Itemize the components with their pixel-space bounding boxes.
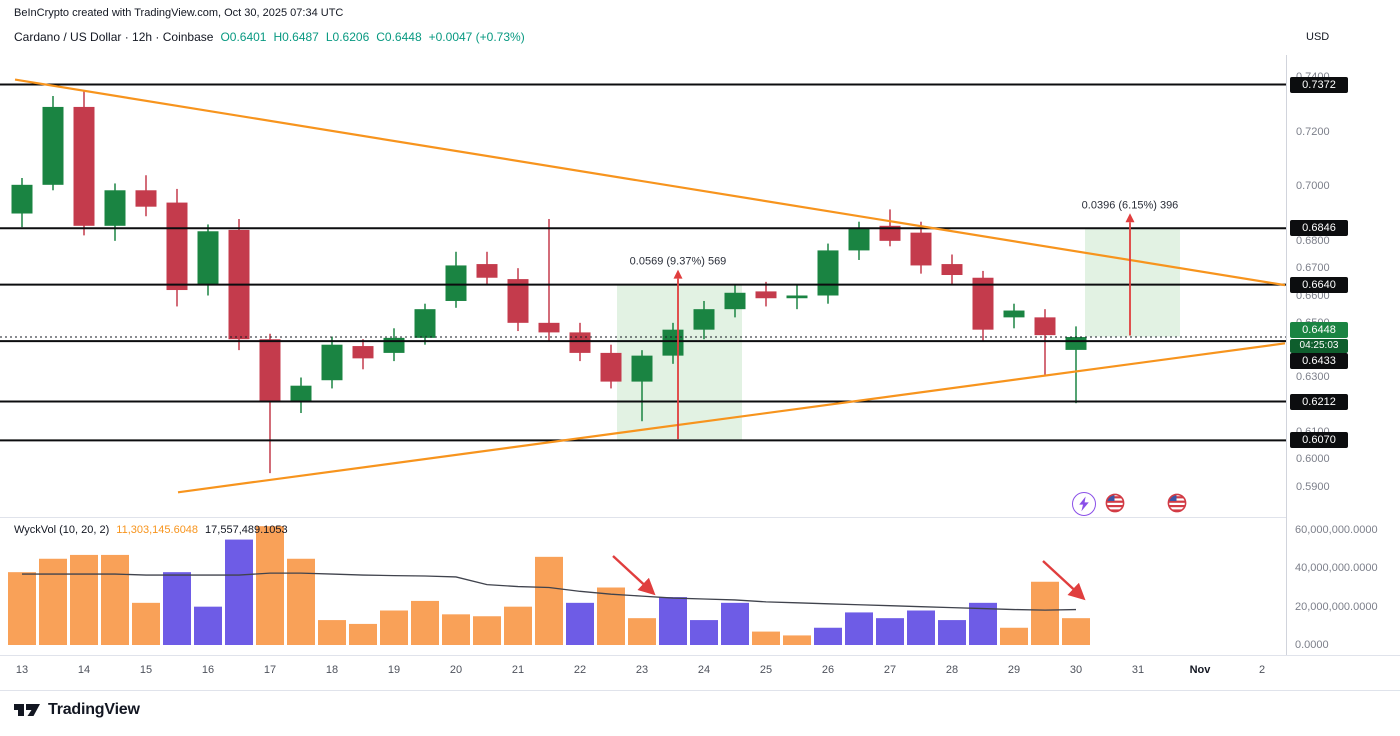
us-flag-icon[interactable] — [1104, 492, 1126, 514]
volume-tick: 0.0000 — [1295, 639, 1329, 651]
attribution-text: BeInCrypto created with TradingView.com,… — [14, 7, 344, 19]
price-chart-canvas[interactable]: 0.0569 (9.37%) 569 0.0396 (6.15%) 396 — [0, 55, 1286, 515]
tradingview-logo-text: TradingView — [48, 701, 140, 718]
price-tick: 0.6300 — [1296, 371, 1330, 384]
symbol-title: Cardano / US Dollar · 12h · Coinbase — [14, 30, 214, 44]
symbol-header: Cardano / US Dollar · 12h · Coinbase O0.6… — [14, 30, 525, 44]
price-level-badge: 0.6433 — [1290, 353, 1348, 370]
svg-text:0.0569 (9.37%) 569: 0.0569 (9.37%) 569 — [630, 256, 727, 268]
tradingview-logo[interactable]: TradingView — [14, 701, 140, 719]
us-flag-icon[interactable] — [1166, 492, 1188, 514]
us-flag-glyph — [1167, 493, 1187, 513]
price-tick: 0.6700 — [1296, 262, 1330, 275]
volume-tick: 40,000,000.0000 — [1295, 562, 1378, 575]
price-tick: 0.5900 — [1296, 480, 1330, 493]
time-tick: 19 — [387, 664, 401, 676]
footer-bar: TradingView — [0, 690, 1400, 736]
volume-pane-canvas[interactable] — [0, 520, 1286, 650]
time-tick: 17 — [263, 664, 277, 676]
time-tick: 18 — [325, 664, 339, 676]
time-tick: 15 — [139, 664, 153, 676]
ohlc-close: C0.6448 — [376, 30, 422, 44]
time-tick: 24 — [697, 664, 711, 676]
ohlc-low: L0.6206 — [325, 30, 370, 44]
time-tick: 30 — [1069, 664, 1083, 676]
price-axis[interactable]: 0.74000.72000.70000.68000.67000.66000.65… — [1286, 55, 1400, 656]
time-tick: 25 — [759, 664, 773, 676]
indicator-value-2: 17,557,489.1053 — [205, 524, 288, 536]
price-tick: 0.6000 — [1296, 453, 1330, 466]
price-tick: 0.7000 — [1296, 180, 1330, 193]
time-tick: 13 — [15, 664, 29, 676]
price-level-badge: 0.6846 — [1290, 220, 1348, 237]
price-tick: 0.6800 — [1296, 234, 1330, 247]
time-tick: 28 — [945, 664, 959, 676]
ohlc-change: +0.0047 (+0.73%) — [428, 30, 525, 44]
time-axis[interactable]: 13 14 15 16 17 18 19 20 21 22 23 24 25 26 27 28 29 30 31 No… — [0, 656, 1286, 688]
svg-text:0.0396 (6.15%) 396: 0.0396 (6.15%) 396 — [1082, 199, 1179, 211]
tradingview-logo-mark — [14, 704, 40, 716]
volume-tick: 60,000,000.0000 — [1295, 524, 1378, 536]
time-tick: 22 — [573, 664, 587, 676]
volume-tick: 20,000,000.0000 — [1295, 600, 1378, 613]
time-tick: 23 — [635, 664, 649, 676]
time-tick: 16 — [201, 664, 215, 676]
time-axis-separator — [0, 655, 1400, 656]
currency-label: USD — [1306, 31, 1330, 43]
us-flag-glyph — [1105, 493, 1125, 513]
time-tick: 14 — [77, 664, 91, 676]
price-level-badge: 0.6070 — [1290, 432, 1348, 449]
indicator-title: WyckVol (10, 20, 2) — [14, 524, 110, 536]
ohlc-open: O0.6401 — [220, 30, 267, 44]
time-tick: Nov — [1189, 664, 1211, 676]
price-level-badge: 0.6640 — [1290, 276, 1348, 293]
time-tick: 27 — [883, 664, 897, 676]
time-tick: 2 — [1258, 664, 1266, 676]
pane-separator[interactable] — [0, 517, 1400, 518]
lightning-boost-icon[interactable] — [1072, 492, 1096, 516]
price-level-badge: 0.7372 — [1290, 76, 1348, 93]
time-tick: 20 — [449, 664, 463, 676]
lightning-glyph — [1079, 496, 1089, 512]
volume-indicator-header[interactable]: WyckVol (10, 20, 2) 11,303,145.6048 17,557… — [14, 524, 288, 536]
time-tick: 26 — [821, 664, 835, 676]
indicator-value-1: 11,303,145.6048 — [116, 524, 199, 536]
time-tick: 21 — [511, 664, 525, 676]
price-level-badge: 0.6212 — [1290, 393, 1348, 410]
current-price-badge: 0.6448 — [1290, 322, 1348, 339]
candle-countdown: 04:25:03 — [1290, 339, 1348, 354]
ohlc-high: H0.6487 — [273, 30, 319, 44]
time-tick: 29 — [1007, 664, 1021, 676]
price-tick: 0.7200 — [1296, 125, 1330, 138]
time-tick: 31 — [1131, 664, 1145, 676]
